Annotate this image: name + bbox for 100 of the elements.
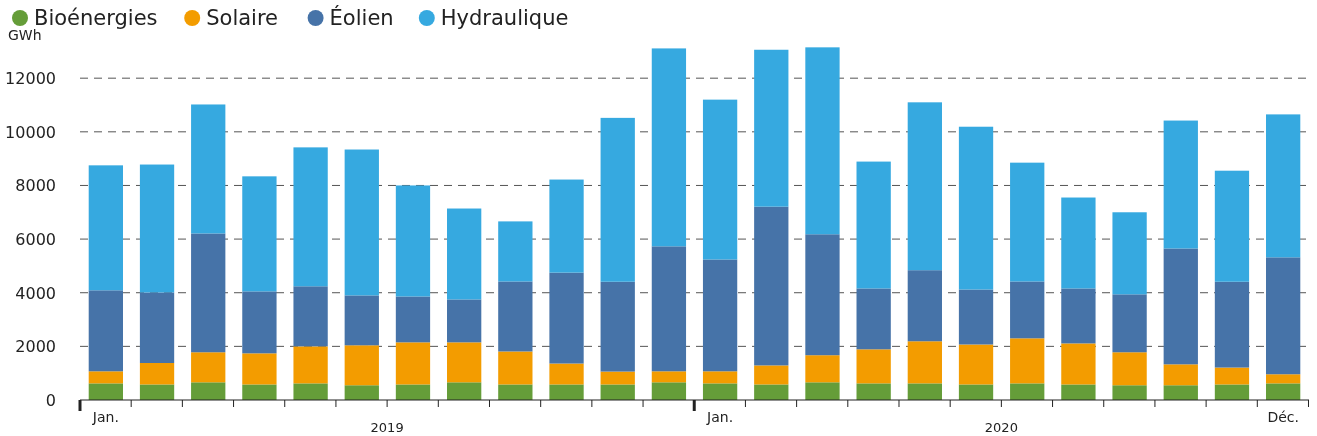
bar (139, 292, 175, 363)
bar (600, 371, 635, 385)
bar (191, 382, 226, 400)
x-tick-label: Déc. (1267, 409, 1299, 425)
bar (191, 104, 226, 234)
bar (549, 272, 584, 364)
bar (651, 371, 687, 383)
bar (754, 384, 789, 400)
bar (139, 384, 175, 400)
bar (1010, 162, 1045, 282)
bar (88, 165, 123, 291)
bar (344, 149, 379, 296)
bar (1112, 294, 1147, 353)
bar (549, 363, 584, 385)
bar (805, 355, 840, 383)
bar (651, 382, 687, 400)
bar (1010, 281, 1045, 339)
y-tick-label: 2000 (15, 337, 56, 357)
bar (139, 164, 175, 293)
y-tick-label: 4000 (15, 283, 56, 303)
bar (1163, 385, 1198, 400)
bar (1061, 384, 1096, 400)
bar (242, 353, 277, 385)
bar (1214, 170, 1250, 282)
bar (395, 185, 431, 297)
bar (1112, 385, 1147, 400)
x-tick-label: Jan. (91, 409, 119, 425)
bar (344, 295, 379, 346)
bar (907, 341, 942, 384)
y-tick-label: 0 (45, 391, 56, 410)
bar (702, 371, 738, 384)
bar (907, 383, 942, 400)
bar (139, 362, 175, 385)
bar (1266, 383, 1301, 400)
bar (958, 126, 994, 290)
bar (805, 47, 840, 235)
y-tick-label: 6000 (15, 230, 56, 250)
bar (1010, 383, 1045, 400)
y-axis-title: GWh (8, 27, 42, 43)
bar (1061, 197, 1096, 289)
bar (1163, 248, 1198, 365)
x-tick-label: Jan. (706, 409, 734, 425)
bar (856, 288, 891, 350)
bar (191, 233, 226, 353)
bar (1163, 120, 1198, 249)
y-tick-label: 12000 (5, 69, 56, 89)
y-tick-label: 8000 (15, 176, 56, 196)
bar (651, 246, 687, 372)
bar (805, 382, 840, 400)
bar (447, 208, 482, 300)
bar (1163, 364, 1198, 386)
bar (1266, 257, 1301, 375)
bar (88, 371, 123, 384)
bar (958, 289, 994, 345)
legend-label: Éolien (329, 5, 394, 30)
bar (1061, 288, 1096, 344)
text: 2020 (984, 420, 1018, 435)
bar (754, 49, 789, 207)
bar (1112, 352, 1147, 386)
legend-label: Solaire (206, 6, 279, 30)
bar (191, 352, 226, 383)
bar (447, 342, 482, 383)
bar (242, 176, 277, 292)
bar (344, 385, 379, 400)
bar (1214, 384, 1250, 400)
bar (293, 383, 328, 400)
text: 2019 (370, 420, 404, 435)
y-tick-label: 10000 (5, 122, 56, 142)
bar (1214, 367, 1250, 385)
bar (754, 206, 789, 366)
bar (702, 99, 738, 260)
bar (702, 383, 738, 400)
bar (242, 384, 277, 400)
bar (600, 384, 635, 400)
bar (447, 382, 482, 400)
legend-label: Hydraulique (440, 6, 569, 30)
bar (958, 344, 994, 385)
bar (600, 281, 635, 372)
bar (88, 290, 123, 372)
bar (395, 384, 431, 400)
bar (856, 349, 891, 384)
bar (1061, 343, 1096, 385)
bar (293, 346, 328, 384)
bar (907, 270, 942, 342)
bar (395, 296, 431, 343)
bar (856, 161, 891, 289)
bar (1010, 338, 1045, 384)
bar (702, 259, 738, 372)
bar (805, 234, 840, 356)
bar (293, 147, 328, 287)
bar (907, 102, 942, 271)
bar (856, 383, 891, 400)
bar (754, 365, 789, 385)
bar (1266, 114, 1301, 258)
bar (651, 48, 687, 247)
bar (498, 351, 533, 385)
bar (498, 384, 533, 400)
bar (242, 291, 277, 354)
bar (344, 345, 379, 386)
legend-label: Bioénergies (34, 6, 158, 30)
